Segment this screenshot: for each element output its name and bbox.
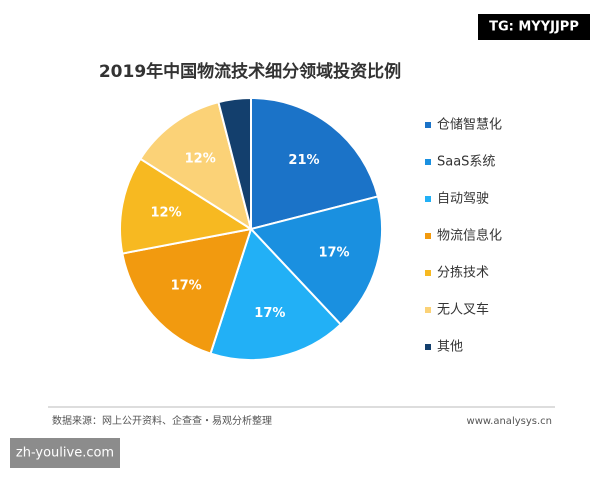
pie-slice [121,227,253,355]
value-label: 12% [151,205,182,220]
watermark-box [10,438,120,468]
legend-swatch [425,270,431,276]
source: 数据来源：网上公开资料、企查查・易观分析整理 [52,414,272,427]
website: www.analysys.cn [467,416,552,427]
legend-label: 无人叉车 [437,302,489,318]
legend-swatch [425,122,431,128]
pie-slice [217,96,252,230]
watermark-box [478,14,590,40]
legend-swatch [425,344,431,350]
watermark: zh-youlive.com [16,446,114,461]
legend-label: 仓储智慧化 [437,117,502,133]
pie-slice [250,96,380,231]
legend-swatch [425,196,431,202]
value-label: 21% [288,153,319,168]
pie-slice [209,227,343,361]
legend-swatch [425,233,431,239]
value-label: 17% [171,279,202,294]
value-label: 12% [185,152,216,167]
legend-label: 分拣技术 [437,266,489,281]
legend-swatch [425,307,431,313]
watermark: TG: MYYJJPP [489,20,579,35]
value-label: 17% [318,246,349,261]
pie-slice [249,195,383,326]
value-label: 17% [254,306,285,321]
legend-label: SaaS系统 [437,155,495,170]
legend-label: 物流信息化 [437,228,502,244]
legend-label: 其他 [437,340,463,355]
chart-title: 2019年中国物流技术细分领域投资比例 [99,61,401,82]
pie-slice [139,100,253,232]
pie-slice [119,157,254,255]
legend-swatch [425,159,431,165]
legend-label: 自动驾驶 [437,192,489,207]
